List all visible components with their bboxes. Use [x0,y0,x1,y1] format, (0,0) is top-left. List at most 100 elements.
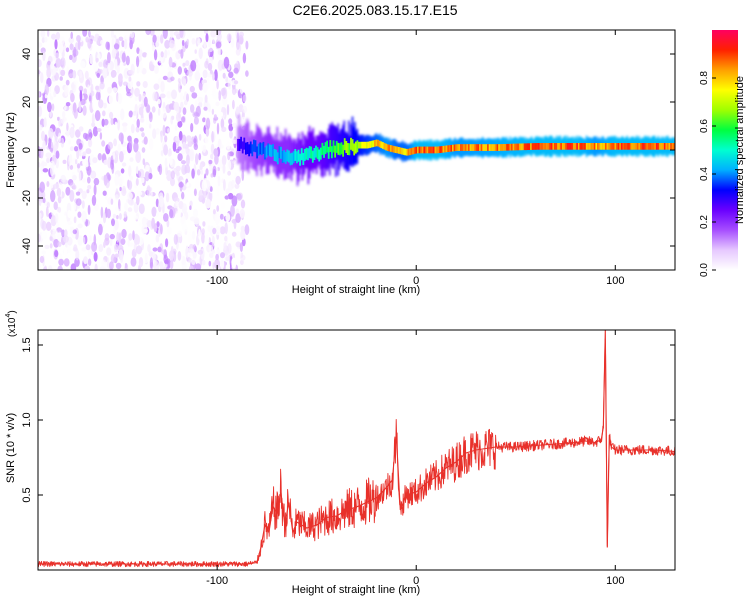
noise-speckle [201,179,208,192]
noise-speckle [120,108,125,121]
noise-speckle [177,146,182,151]
noise-speckle [72,70,77,79]
noise-speckle [205,198,212,209]
noise-speckle [166,226,172,235]
noise-speckle [217,175,221,187]
noise-speckle [210,30,216,38]
signal-core-cell [577,143,580,150]
colorbar: 0.0 0.2 0.4 0.6 0.8 Normalized spectral ampl… [699,30,746,277]
signal-core-cell [372,140,375,148]
noise-speckle [103,118,109,126]
noise-speckle [60,174,67,183]
noise-speckle [72,49,79,57]
noise-speckle [62,111,66,119]
noise-speckle [43,265,48,270]
noise-speckle [87,84,91,95]
signal-core-cell [324,142,327,155]
signal-core-cell [386,144,389,151]
noise-speckle [152,34,157,43]
noise-speckle [245,70,249,77]
noise-speckle [228,71,234,79]
signal-core-cell [429,146,432,154]
noise-speckle [42,197,46,204]
noise-speckle [57,206,62,213]
signal-core-cell [673,143,675,150]
noise-speckle [78,101,82,113]
signal-core-cell [522,143,524,151]
noise-speckle [151,106,156,113]
noise-speckle [51,103,55,112]
noise-speckle [180,101,184,110]
noise-speckle [236,193,242,201]
noise-speckle [156,35,160,43]
signal-core-cell [329,140,332,152]
noise-speckle [116,231,120,243]
spectrogram-panel: -100 0 100 -40 -20 0 20 40 Height of straight … [5,29,676,296]
noise-speckle [57,195,62,204]
noise-speckle [121,228,127,239]
signal-core-cell [420,146,422,154]
signal-core-cell [622,143,625,150]
noise-speckle [194,99,198,108]
noise-speckle [38,145,41,157]
noise-speckle [127,78,134,90]
signal-core-cell [608,143,610,150]
signal-core-cell [331,146,333,159]
noise-speckle [168,56,173,68]
noise-speckle [143,136,148,145]
noise-speckle [43,36,48,43]
noise-speckle [146,104,151,113]
signal-core-cell [348,143,351,156]
noise-speckle [106,208,112,219]
noise-speckle [222,72,226,79]
signal-core-cell [456,144,459,151]
noise-speckle [215,101,220,107]
signal-core-cell [251,144,254,157]
noise-speckle [88,95,92,102]
noise-speckle [78,85,84,93]
noise-speckle [153,83,160,90]
noise-speckle [87,176,91,184]
signal-core-cell [426,146,429,154]
noise-speckle [85,166,90,171]
noise-speckle [175,165,181,172]
noise-speckle [111,48,117,59]
signal-core-cell [276,152,279,165]
x-tick-label: -100 [206,575,228,587]
noise-speckle [55,150,60,159]
noise-speckle [181,39,185,47]
noise-speckle [116,215,119,220]
signal-core-cell [646,143,649,150]
noise-speckle [132,230,135,241]
noise-speckle [212,165,217,176]
noise-speckle [133,141,139,153]
signal-core-cell [649,143,652,150]
noise-speckle [82,165,86,172]
noise-speckle [103,159,108,165]
signal-core-cell [512,143,515,151]
signal-core-cell [410,148,413,155]
snr-series-line [38,330,675,565]
signal-core-cell [495,144,497,151]
signal-core-cell [339,143,341,156]
signal-core-cell [342,144,344,157]
noise-speckle [214,213,221,225]
signal-core-cell [238,139,241,151]
noise-speckle [58,132,62,142]
snr-y-label: SNR (10 * v/v) [5,413,17,483]
noise-speckle [227,192,234,200]
signal-core-cell [453,144,456,152]
noise-speckle [177,251,182,261]
signal-core-cell [450,144,453,152]
signal-core-cell [366,141,368,149]
signal-core-cell [638,143,641,150]
signal-core-cell [351,139,354,152]
noise-speckle [69,126,75,139]
noise-speckle [241,169,245,181]
noise-speckle [221,155,227,166]
noise-speckle [114,253,119,258]
noise-speckle [50,61,55,70]
noise-speckle [187,30,193,39]
noise-speckle [98,69,103,74]
noise-speckle [80,60,86,68]
